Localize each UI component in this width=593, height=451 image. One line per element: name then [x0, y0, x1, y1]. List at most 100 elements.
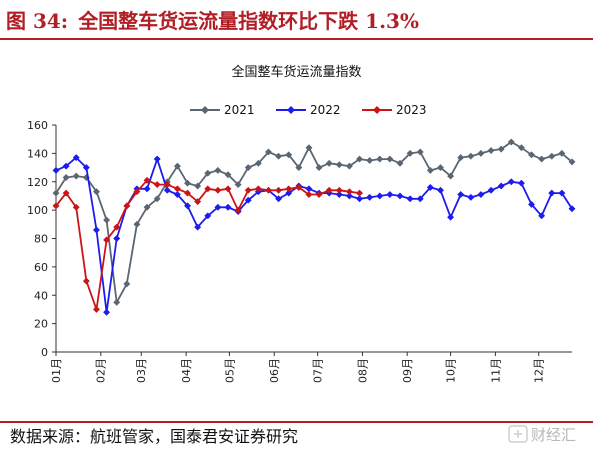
data-point-2022 — [244, 196, 252, 204]
data-point-2023 — [82, 277, 90, 285]
data-point-2021 — [285, 151, 293, 159]
data-point-2021 — [153, 195, 161, 203]
data-point-2022 — [194, 223, 202, 231]
legend-swatch-marker — [201, 106, 209, 114]
data-point-2022 — [366, 193, 374, 201]
x-tick-label: 05月 — [223, 358, 236, 383]
axes: 0 20 40 60 80 100 120 140 160 01月 02月 03月 04月 05月 06月 0… — [27, 119, 572, 383]
data-point-2022 — [92, 226, 101, 234]
chart-title: 全国整车货运流量指数 — [231, 64, 361, 80]
data-point-2023 — [153, 181, 161, 189]
data-point-2022 — [355, 195, 364, 203]
watermark-logo: 财经汇 — [508, 425, 576, 444]
data-point-2022 — [568, 205, 576, 213]
data-point-2023 — [72, 203, 80, 211]
data-point-2021 — [143, 203, 151, 211]
bottom-rule — [0, 421, 593, 423]
data-point-2023 — [295, 183, 303, 191]
data-point-2021 — [275, 152, 283, 160]
data-point-2021 — [416, 148, 424, 156]
data-point-2022 — [376, 192, 384, 200]
data-point-2021 — [538, 155, 546, 163]
data-point-2021 — [103, 216, 111, 224]
data-point-2021 — [406, 149, 414, 157]
watermark-mark — [508, 425, 528, 443]
data-point-2021 — [335, 161, 343, 169]
data-point-2022 — [173, 190, 181, 199]
x-tick-label: 07月 — [311, 358, 324, 383]
series-2021 — [52, 138, 576, 306]
series-2023 — [52, 176, 364, 313]
data-point-2023 — [325, 186, 333, 194]
data-point-2021 — [183, 179, 192, 187]
data-point-2023 — [133, 188, 141, 196]
data-point-2021 — [558, 149, 566, 157]
data-point-2021 — [477, 149, 485, 157]
data-point-2021 — [436, 164, 445, 172]
data-point-2021 — [133, 220, 141, 228]
y-tick-label: 0 — [41, 346, 48, 359]
y-tick-label: 40 — [34, 289, 48, 302]
data-point-2023 — [244, 186, 252, 194]
watermark-text: 财经汇 — [531, 426, 576, 444]
legend-label: 2023 — [396, 103, 427, 117]
data-point-2021 — [325, 159, 333, 167]
data-point-2021 — [194, 182, 202, 190]
data-point-2021 — [305, 144, 313, 152]
data-point-2022 — [82, 164, 90, 172]
data-point-2023 — [123, 202, 131, 210]
data-point-2022 — [527, 200, 536, 209]
data-point-2021 — [426, 166, 434, 174]
x-tick-label: 11月 — [489, 358, 502, 383]
source-note: 数据来源：航班管家，国泰君安证券研究 — [10, 427, 299, 446]
data-point-2023 — [62, 189, 70, 197]
data-point-2023 — [204, 185, 212, 193]
x-tick-label: 08月 — [356, 358, 369, 383]
data-point-2022 — [285, 189, 293, 197]
data-point-2023 — [173, 185, 181, 193]
data-point-2022 — [497, 182, 505, 190]
data-point-2021 — [517, 144, 525, 152]
data-point-2022 — [396, 192, 404, 200]
series-line-2021 — [55, 141, 573, 304]
data-point-2022 — [467, 193, 475, 201]
y-tick-label: 80 — [34, 233, 48, 246]
data-point-2022 — [406, 195, 414, 203]
legend-swatch-marker — [287, 106, 295, 114]
data-point-2021 — [345, 162, 353, 170]
data-point-2022 — [487, 186, 495, 194]
series-2022 — [52, 154, 576, 316]
y-tick-label: 100 — [27, 204, 48, 217]
data-point-2022 — [507, 178, 515, 186]
data-point-2021 — [173, 162, 181, 170]
data-point-2021 — [224, 171, 232, 179]
data-point-2022 — [183, 202, 192, 210]
series-line-2023 — [55, 179, 360, 311]
data-point-2021 — [113, 298, 121, 306]
x-tick-label: 03月 — [135, 358, 148, 383]
figure-label: 图 34: — [6, 9, 69, 33]
data-point-2022 — [335, 190, 343, 199]
data-point-2021 — [244, 164, 252, 172]
data-point-2021 — [264, 148, 273, 156]
data-point-2023 — [183, 189, 192, 197]
x-tick-label: 12月 — [533, 358, 546, 383]
data-point-2021 — [52, 189, 60, 197]
data-point-2021 — [487, 146, 495, 155]
data-point-2023 — [234, 206, 242, 214]
legend-item-2022: 2022 — [276, 103, 341, 117]
data-point-2022 — [224, 203, 232, 211]
data-point-2021 — [366, 156, 374, 165]
data-point-2023 — [143, 176, 151, 184]
data-point-2021 — [204, 169, 212, 177]
data-point-2023 — [163, 181, 171, 189]
data-point-2023 — [264, 186, 273, 194]
data-point-2022 — [153, 155, 161, 163]
data-point-2023 — [315, 190, 323, 199]
data-point-2022 — [113, 234, 121, 243]
data-point-2023 — [355, 189, 364, 197]
data-point-2023 — [305, 190, 313, 199]
data-point-2022 — [538, 212, 546, 220]
data-point-2021 — [295, 164, 303, 172]
figure-title: 图 34: 全国整车货运流量指数环比下跌 1.3% — [6, 8, 587, 34]
